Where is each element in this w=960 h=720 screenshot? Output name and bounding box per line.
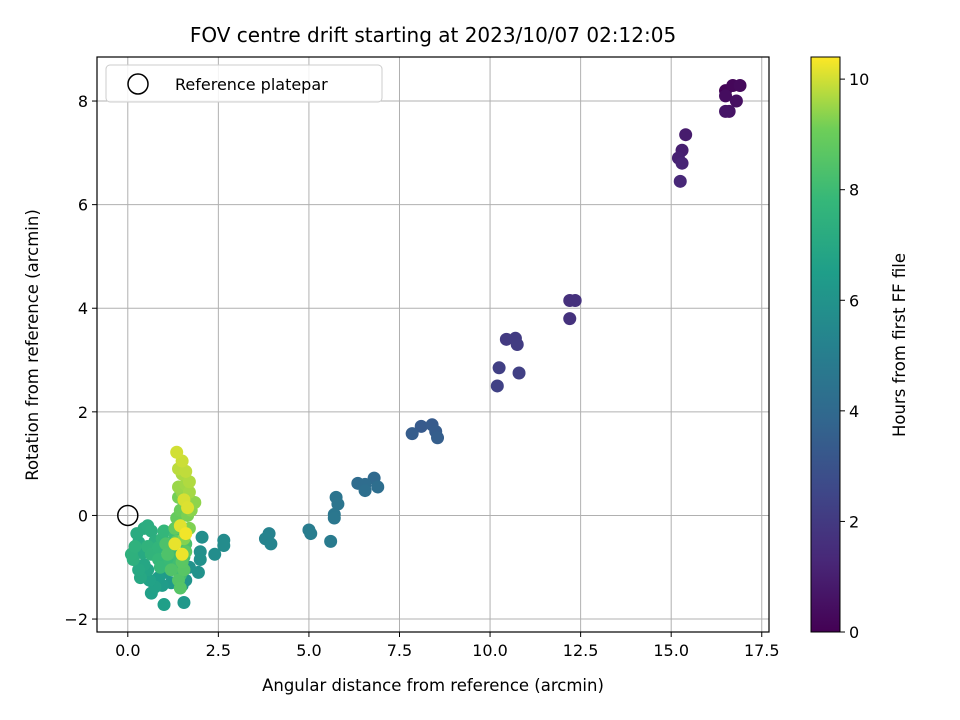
x-tick-label: 7.5 (387, 641, 412, 660)
colorbar-tick-label: 8 (849, 181, 859, 200)
scatter-point (331, 497, 345, 511)
scatter-point (177, 595, 191, 609)
scatter-point (324, 534, 338, 548)
colorbar: 0 2 4 6 8 10 Hours from first FF file (810, 56, 909, 642)
scatter-point (568, 293, 582, 307)
x-tick-label: 2.5 (206, 641, 231, 660)
scatter-point (182, 475, 196, 489)
legend-reference-marker (127, 73, 149, 95)
scatter-point (181, 501, 195, 515)
scatter-point (414, 419, 428, 433)
scatter-point (729, 94, 743, 108)
scatter-point (168, 537, 182, 551)
y-tick-label: −2 (64, 610, 88, 629)
y-tick-label: 8 (78, 92, 88, 111)
chart-title: FOV centre drift starting at 2023/10/07 … (190, 23, 676, 47)
y-tick-label: 0 (78, 506, 88, 525)
x-tick-label: 10.0 (472, 641, 508, 660)
scatter-point (371, 480, 385, 494)
scatter-point (179, 527, 193, 541)
colorbar-tick-label: 10 (849, 70, 869, 89)
x-tick-label: 17.5 (744, 641, 780, 660)
scatter-point (512, 366, 526, 380)
y-axis-title: Rotation from reference (arcmin) (23, 209, 42, 481)
y-tick-label: 6 (78, 196, 88, 215)
colorbar-gradient (810, 56, 841, 633)
x-tick-label: 12.5 (563, 641, 599, 660)
scatter-point (719, 104, 733, 118)
grid-lines (97, 57, 769, 632)
x-axis-ticks: 0.0 2.5 5.0 7.5 10.0 12.5 15.0 17.5 (115, 632, 780, 660)
scatter-point (179, 464, 193, 478)
scatter-point (157, 524, 171, 538)
scatter-point (510, 338, 524, 351)
scatter-point (144, 524, 158, 538)
colorbar-tick-label: 4 (849, 402, 859, 421)
colorbar-tick-label: 6 (849, 291, 859, 310)
scatter-point (675, 156, 689, 170)
scatter-point (170, 445, 184, 459)
x-tick-label: 5.0 (296, 641, 321, 660)
x-tick-label: 0.0 (115, 641, 140, 660)
scatter-point (195, 530, 209, 544)
scatter-point (128, 540, 142, 554)
scatter-points (124, 78, 747, 612)
scatter-point (358, 484, 372, 498)
legend: Reference platepar (105, 64, 383, 103)
legend-box (105, 64, 383, 103)
scatter-point (175, 547, 189, 561)
scatter-point (490, 379, 504, 393)
colorbar-tick-label: 0 (849, 623, 859, 642)
scatter-point (161, 547, 175, 561)
scatter-point (159, 537, 173, 551)
scatter-point (153, 560, 167, 574)
reference-platepar-marker (117, 504, 139, 527)
scatter-point (193, 552, 207, 566)
scatter-point (304, 527, 318, 541)
colorbar-tick-label: 2 (849, 512, 859, 531)
scatter-point (733, 78, 747, 92)
scatter-point (679, 128, 693, 142)
scatter-point (719, 89, 733, 103)
scatter-point (264, 537, 278, 551)
y-tick-label: 2 (78, 403, 88, 422)
scatter-point (217, 538, 231, 552)
legend-label: Reference platepar (175, 75, 328, 94)
colorbar-title: Hours from first FF file (890, 253, 909, 437)
colorbar-ticks: 0 2 4 6 8 10 (840, 70, 869, 642)
scatter-point (405, 427, 419, 441)
scatter-point (673, 174, 687, 188)
scatter-point (431, 431, 445, 445)
x-axis-title: Angular distance from reference (arcmin) (262, 676, 604, 695)
scatter-point (208, 547, 222, 561)
scatter-point (563, 312, 577, 326)
scatter-point (492, 361, 506, 375)
scatter-point (327, 511, 341, 525)
scatter-point (132, 563, 146, 577)
y-tick-label: 4 (78, 299, 88, 318)
y-axis-ticks: −2 0 2 4 6 8 (64, 92, 97, 629)
scatter-point (157, 598, 171, 612)
scatter-point (164, 563, 178, 577)
plot-area-frame (96, 56, 770, 633)
scatter-point (173, 581, 187, 595)
x-tick-label: 15.0 (653, 641, 689, 660)
